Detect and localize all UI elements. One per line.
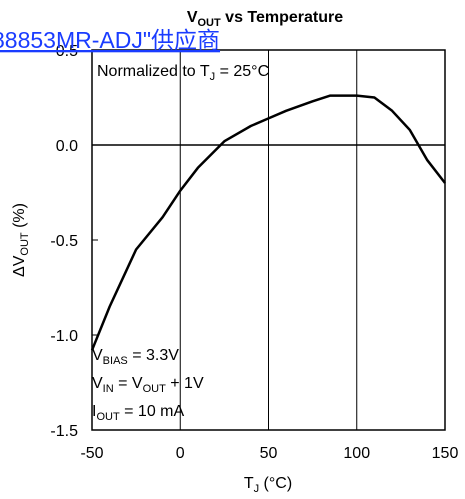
subscript: OUT [198, 17, 222, 29]
text-part: = 10 mA [120, 403, 185, 420]
text-part: ΔV [11, 255, 28, 277]
data-line [90, 94, 446, 351]
text-part: I [92, 403, 96, 420]
text-part: Normalized to T [97, 63, 210, 80]
text-part: V [92, 347, 103, 364]
subscript: J [210, 71, 216, 83]
annotation: VIN = VOUT + 1V [92, 375, 204, 395]
subscript: OUT [96, 411, 120, 423]
text-part: (°C) [259, 475, 292, 492]
text-part: + 1V [166, 375, 204, 392]
annotation: IOUT = 10 mA [92, 403, 184, 423]
y-tick-label: 0.5 [56, 43, 78, 60]
text-part: = V [114, 375, 143, 392]
link[interactable]: 88853MR-ADJ"供应商 [0, 27, 220, 53]
text-part: = 25°C [215, 63, 269, 80]
text-part: V [187, 9, 198, 26]
x-axis-label: TJ (°C) [244, 475, 292, 495]
text-part: (%) [11, 203, 28, 232]
subscript: OUT [19, 232, 31, 256]
chart-title: VOUT vs Temperature [187, 9, 343, 29]
text-part: V [92, 375, 103, 392]
subscript: BIAS [103, 355, 128, 367]
plot-frame [91, 49, 446, 431]
y-tick-label: -1.5 [50, 423, 78, 440]
subscript: IN [103, 383, 114, 395]
text-part: = 3.3V [128, 347, 179, 364]
y-axis-label: ΔVOUT (%) [11, 203, 31, 277]
annotation: VBIAS = 3.3V [92, 347, 179, 367]
x-tick-label: 50 [260, 445, 278, 462]
x-tick-label: 100 [343, 445, 370, 462]
subscript: OUT [143, 383, 167, 395]
text-part: vs Temperature [221, 9, 344, 26]
x-tick-label: 0 [176, 445, 185, 462]
text-part: T [244, 475, 254, 492]
x-tick-label: -50 [80, 445, 103, 462]
y-tick-label: -1.0 [50, 328, 78, 345]
subscript: J [254, 483, 260, 495]
annotation: Normalized to TJ = 25°C [97, 63, 269, 83]
y-tick-label: -0.5 [50, 233, 78, 250]
x-tick-label: 150 [432, 445, 459, 462]
y-tick-label: 0.0 [56, 138, 78, 155]
